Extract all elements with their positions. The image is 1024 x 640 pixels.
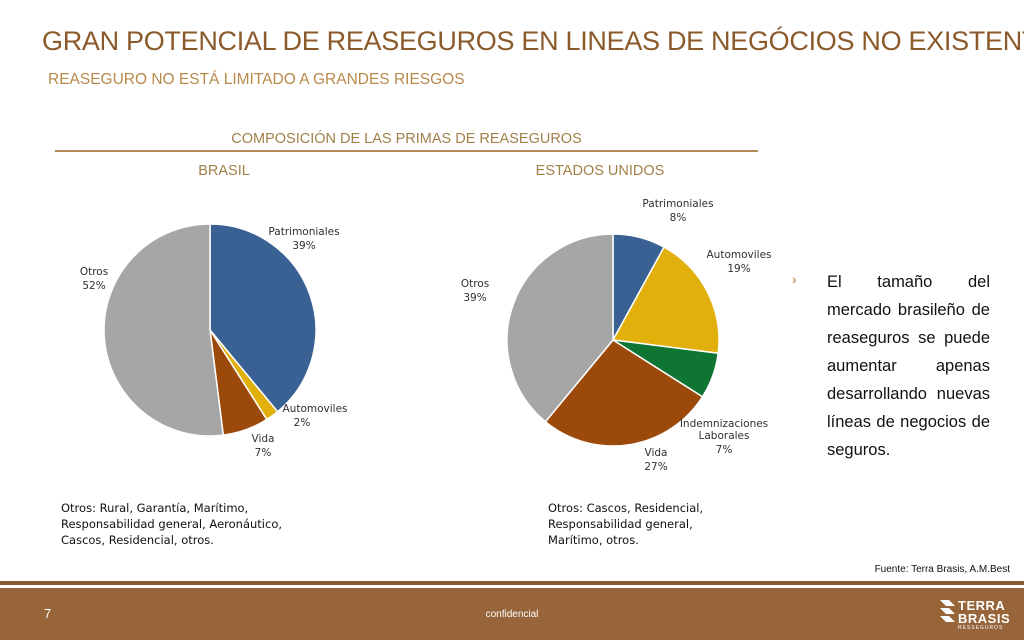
- logo-line: TERRA: [958, 598, 1006, 613]
- slice-label: Patrimoniales: [268, 226, 339, 238]
- note-eeuu-line: Responsabilidad general,: [548, 517, 693, 531]
- slice-label: Otros: [461, 278, 489, 290]
- logo-line: BRASIS: [958, 611, 1011, 626]
- pie-slice-patrimoniales: [209, 223, 317, 413]
- logo-mark-icon: [940, 600, 955, 622]
- note-eeuu-line: Marítimo, otros.: [548, 533, 639, 547]
- note-eeuu-line: Otros: Cascos, Residencial,: [548, 501, 704, 515]
- slice-label: Patrimoniales: [642, 198, 713, 210]
- section-title: COMPOSICIÓN DE LAS PRIMAS DE REASEGUROS: [231, 131, 582, 147]
- slice-value-label: 19%: [727, 263, 750, 275]
- slice-value-label: 52%: [82, 280, 105, 292]
- note-brasil: Otros: Rural, Garantía, Marítimo, Respon…: [61, 500, 282, 548]
- source-note: Fuente: Terra Brasis, A.M.Best: [874, 564, 1010, 575]
- confidential-label: confidencial: [485, 609, 539, 620]
- bullet-text: El tamaño del mercado brasileño de rease…: [827, 273, 990, 459]
- pie-slice-otros: [506, 233, 614, 423]
- slice-label: Automoviles: [282, 403, 347, 415]
- page-subtitle: REASEGURO NO ESTÁ LIMITADO A GRANDES RIE…: [48, 71, 465, 88]
- chart-title-brasil: BRASIL: [198, 163, 250, 179]
- page-title: GRAN POTENCIAL DE REASEGUROS EN LINEAS D…: [42, 26, 1024, 56]
- logo-tagline: RESSEGUROS: [958, 625, 1004, 631]
- slice-value-label: 39%: [463, 292, 486, 304]
- pie-slice-vida: [544, 339, 704, 447]
- note-eeuu: Otros: Cascos, Residencial, Responsabili…: [548, 500, 703, 548]
- terra-brasis-logo: TERRA BRASIS RESSEGUROS: [940, 598, 1012, 632]
- slice-label: Vida: [252, 433, 275, 445]
- bullet-point: › El tamaño del mercado brasileño de rea…: [792, 268, 990, 464]
- pie-slice-automoviles: [611, 246, 720, 355]
- logo-wordmark: TERRA BRASIS: [958, 599, 1010, 625]
- footer-bar: 7 confidencial TERRA BRASIS RESSEGUROS: [0, 588, 1024, 640]
- slice-value-label: 7%: [716, 444, 733, 456]
- slice-label: Vida: [645, 447, 668, 459]
- footer-divider: [0, 581, 1024, 585]
- slice-label: Automoviles: [706, 249, 771, 261]
- page-number: 7: [44, 606, 52, 621]
- section-divider: [55, 150, 758, 152]
- chevron-right-icon: ›: [792, 271, 797, 287]
- slice-value-label: 27%: [644, 461, 667, 473]
- slice-value-label: 8%: [670, 212, 687, 224]
- pie-chart-eeuu: Patrimoniales 8% Automoviles 19% Indemnizaci…: [461, 198, 772, 473]
- slice-value-label: 7%: [255, 447, 272, 459]
- note-brasil-line: Responsabilidad general, Aeronáutico,: [61, 517, 283, 531]
- note-brasil-line: Otros: Rural, Garantía, Marítimo,: [61, 501, 249, 515]
- note-brasil-line: Cascos, Residencial, otros.: [61, 533, 214, 547]
- pie-slice-otros: [103, 223, 225, 437]
- chart-title-eeuu: ESTADOS UNIDOS: [535, 163, 665, 179]
- slice-value-label: 2%: [294, 417, 311, 429]
- slice-label: Otros: [80, 266, 108, 278]
- pie-chart-brasil: Patrimoniales 39% Automoviles 2% Vida 7% Otros…: [80, 223, 348, 459]
- slice-label: Indemnizaciones Laborales: [680, 418, 768, 442]
- slice-value-label: 39%: [292, 240, 315, 252]
